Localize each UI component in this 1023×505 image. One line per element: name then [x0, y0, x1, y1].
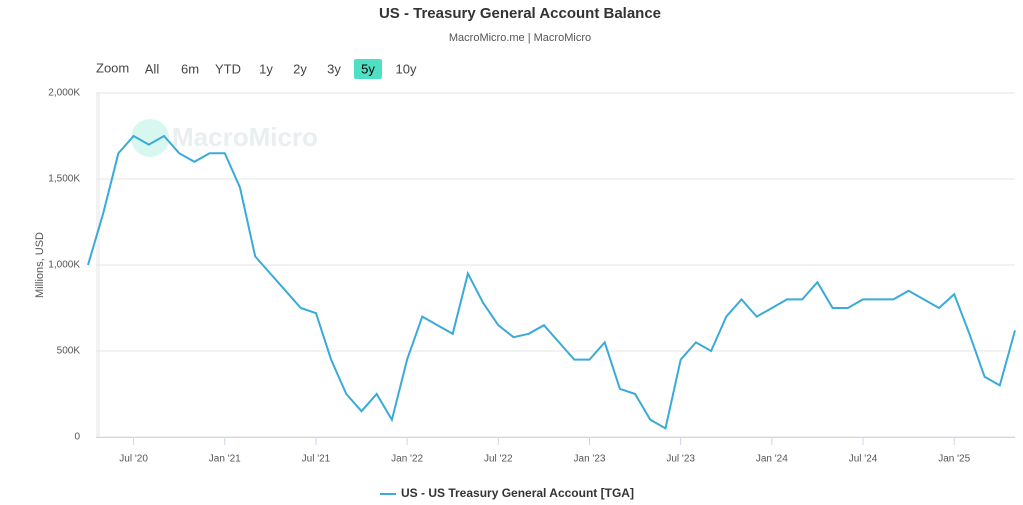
- chart-title: US - Treasury General Account Balance: [379, 5, 661, 22]
- x-tick-label: Jul '20: [119, 454, 148, 465]
- x-tick-label: Jul '23: [666, 454, 695, 465]
- chart-subtitle: MacroMicro.me | MacroMicro: [449, 32, 591, 44]
- x-tick-label: Jan '21: [209, 454, 241, 465]
- zoom-button[interactable]: 10y: [396, 61, 417, 76]
- x-tick-label: Jan '25: [938, 454, 970, 465]
- y-tick-label: 0: [74, 432, 80, 443]
- legend-label[interactable]: US - US Treasury General Account [TGA]: [401, 486, 634, 500]
- zoom-button[interactable]: 1y: [259, 61, 273, 76]
- zoom-button-bg[interactable]: [354, 59, 382, 79]
- series-line: [87, 134, 1016, 430]
- zoom-button[interactable]: 6m: [181, 61, 199, 76]
- watermark-logo: [131, 119, 169, 157]
- x-tick-label: Jan '24: [756, 454, 788, 465]
- zoom-label: Zoom: [96, 60, 129, 75]
- y-axis-title: Millions, USD: [34, 232, 46, 298]
- x-tick-label: Jul '22: [484, 454, 513, 465]
- x-tick-label: Jul '24: [849, 454, 878, 465]
- zoom-button[interactable]: YTD: [215, 61, 241, 76]
- watermark: MacroMicro: [172, 122, 318, 152]
- zoom-button[interactable]: 3y: [327, 61, 341, 76]
- x-tick-label: Jul '21: [302, 454, 331, 465]
- zoom-button[interactable]: All: [145, 61, 160, 76]
- y-tick-label: 1,000K: [48, 260, 80, 271]
- y-tick-label: 1,500K: [48, 174, 80, 185]
- y-tick-label: 2,000K: [48, 88, 80, 99]
- zoom-button[interactable]: 2y: [293, 61, 307, 76]
- zoom-button[interactable]: 5y: [361, 61, 375, 76]
- x-tick-label: Jan '22: [391, 454, 423, 465]
- y-tick-label: 500K: [57, 346, 81, 357]
- x-tick-label: Jan '23: [574, 454, 606, 465]
